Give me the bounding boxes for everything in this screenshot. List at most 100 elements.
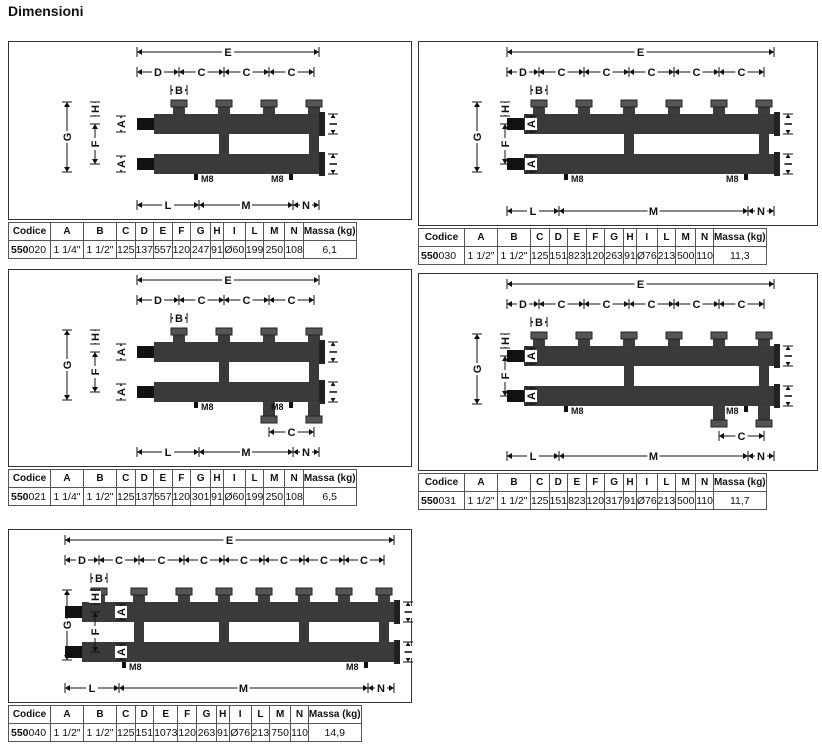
table-row: 550021 1 1/4" 1 1/2" 125 137 557 120 301 91 Ø60 19…: [8, 487, 357, 506]
dim-c-arrow-left: [674, 301, 679, 307]
dim-c-arrow-left: [224, 557, 229, 563]
table-cell: 250: [263, 240, 286, 259]
m8-tap-right: [364, 662, 368, 668]
dim-n-arrow-left: [368, 685, 373, 691]
dim-a-flow-label-bg: [115, 346, 127, 358]
bottom-outlet-nut: [755, 419, 773, 428]
dim-h-label: H: [90, 105, 102, 113]
dim-i-return-arrow-top: [330, 154, 336, 159]
dim-i-flow-arrow-top: [330, 114, 336, 119]
dim-c-label-bg: [155, 553, 168, 566]
return-inlet: [137, 158, 154, 170]
table-header: Codice: [8, 469, 51, 488]
table-header: D: [134, 469, 155, 488]
outlet-nut: [215, 99, 233, 108]
dim-d-label: D: [154, 295, 162, 307]
table-cell: 1 1/2": [464, 491, 498, 510]
dim-i-flow-label: I: [403, 610, 413, 613]
dim-a-flow-label: A: [526, 352, 538, 360]
dim-i-return-arrow-top: [405, 642, 411, 647]
dim-c-bottom-label-bg: [285, 425, 298, 438]
product-code: 550021: [8, 487, 51, 506]
product-code: 550040: [8, 723, 51, 742]
flow-end-cap: [319, 112, 325, 136]
dim-c-arrow-left: [629, 301, 634, 307]
dim-c-arrow-right: [219, 69, 224, 75]
dim-e-label-bg: [222, 45, 234, 58]
dim-i-return-label: I: [328, 390, 340, 393]
table-cell: Ø60: [222, 240, 246, 259]
dim-d-arrow-right: [174, 69, 179, 75]
dim-e-arrow-right: [769, 49, 774, 55]
drawing-frame: M8M8EDCCCCCCCBGHFAAIILMN: [8, 529, 413, 703]
table-cell: 11,3: [712, 246, 767, 265]
outlet-nut: [755, 331, 773, 340]
outlet-nut: [665, 331, 683, 340]
dim-l-label-bg: [162, 445, 174, 458]
dim-b-label-bg: [533, 83, 545, 96]
dim-i-return-label-bg: [402, 646, 413, 658]
m8-label-right: M8: [271, 174, 284, 184]
dim-c-arrow-left: [584, 69, 589, 75]
dim-d-arrow-left: [137, 297, 142, 303]
dim-g-label: G: [62, 361, 74, 370]
dim-c-label: C: [648, 299, 656, 311]
dim-i-flow-label-bg: [327, 346, 339, 358]
dimension-table: Codice A B C D E F G H I L M N Massa (kg) 550020 1 1/4"…: [8, 222, 357, 259]
table-header: B: [83, 705, 117, 724]
dim-l-label-bg: [86, 681, 98, 694]
dim-g-label-bg: [471, 363, 483, 375]
dim-e-label: E: [224, 47, 231, 59]
dim-d-arrow-right: [534, 69, 539, 75]
dim-g-label: G: [62, 621, 74, 630]
dim-f-label: F: [90, 628, 102, 635]
dim-a-flow-label: A: [116, 608, 128, 616]
dim-n-arrow-right: [769, 208, 774, 214]
dim-c-bottom-label-bg: [735, 429, 748, 442]
dim-n-arrow-right: [389, 685, 394, 691]
table-row: 550040 1 1/2" 1 1/2" 125 151 1073 120 263 91 Ø76 2…: [8, 723, 362, 742]
dim-b-label: B: [95, 573, 103, 585]
dim-i-flow-label: I: [328, 350, 340, 353]
table-cell: 120: [177, 723, 197, 742]
dim-g-arrow-bottom: [64, 167, 70, 172]
dim-l-arrow-left: [507, 453, 512, 459]
dim-f-arrow-bottom: [92, 647, 98, 652]
dim-i-return-label: I: [403, 650, 413, 653]
flow-end-cap: [319, 340, 325, 364]
flow-pipe: [82, 602, 394, 622]
dim-c-arrow-left: [719, 301, 724, 307]
table-header: Massa (kg): [302, 222, 357, 241]
table-cell: 120: [171, 240, 192, 259]
dim-a-flow-label-bg: [525, 118, 537, 130]
dim-g-arrow-top: [474, 102, 480, 107]
dim-b-label-bg: [173, 311, 185, 324]
dim-h-label: H: [500, 337, 512, 345]
technical-drawing: M8M8EDCCCCCCCBGHFAAIILMN: [61, 533, 413, 695]
dim-c-label: C: [648, 67, 656, 79]
m8-label-right: M8: [271, 402, 284, 412]
table-header: D: [548, 473, 569, 492]
table-cell: 151: [548, 491, 569, 510]
outlet-nut: [575, 99, 593, 108]
dim-f-label: F: [500, 372, 512, 379]
m8-tap-left: [122, 662, 126, 668]
table-header: G: [604, 228, 625, 247]
table-cell: 1 1/4": [50, 487, 84, 506]
dim-c-label: C: [558, 299, 566, 311]
dim-i-flow-arrow-top: [330, 342, 336, 347]
dim-h-label-bg: [499, 335, 511, 347]
dim-e-arrow-right: [314, 277, 319, 283]
dim-c-bottom-label: C: [288, 427, 296, 439]
dim-m-arrow-left: [559, 453, 564, 459]
dim-h-label: H: [500, 105, 512, 113]
dim-m-arrow-right: [743, 453, 748, 459]
product-code-prefix: 550: [11, 490, 29, 503]
table-cell: 91: [210, 487, 224, 506]
table-cell: 213: [656, 246, 677, 265]
outlet-nut: [175, 587, 193, 596]
dim-c-label: C: [693, 299, 701, 311]
dim-f-arrow-top: [92, 124, 98, 129]
table-header: N: [695, 228, 714, 247]
dim-i-flow-arrow-bottom: [785, 129, 791, 134]
